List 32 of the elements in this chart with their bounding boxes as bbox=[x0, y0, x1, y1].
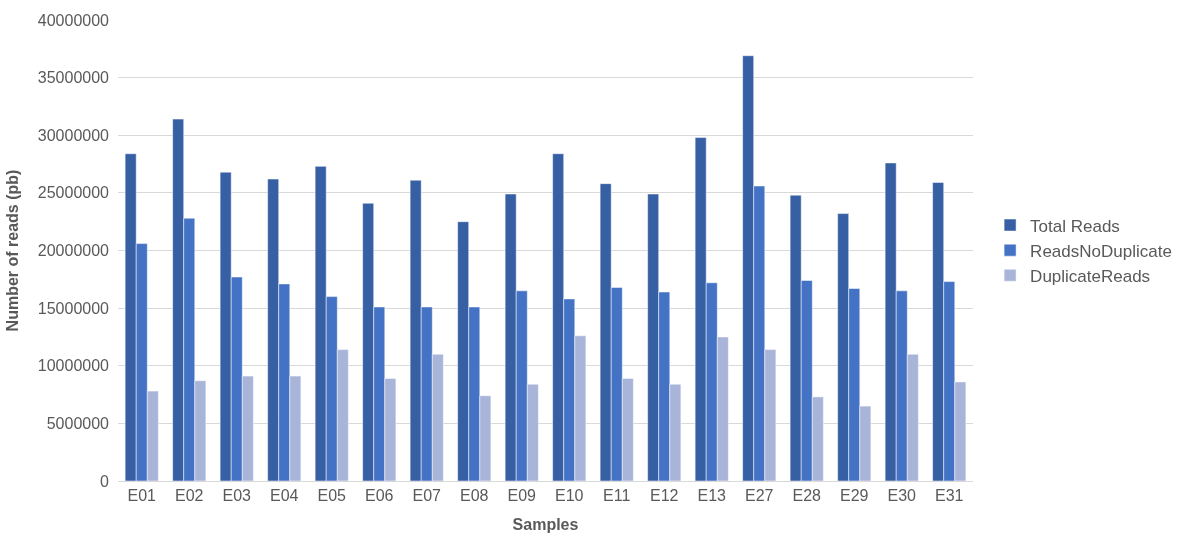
y-tick-label: 20000000 bbox=[37, 242, 110, 260]
y-tick-label: 15000000 bbox=[37, 299, 110, 317]
x-tick-label: E02 bbox=[175, 487, 204, 505]
y-tick-label: 25000000 bbox=[37, 184, 110, 202]
x-tick-label: E01 bbox=[127, 487, 157, 505]
x-tick-label: E12 bbox=[650, 487, 679, 505]
legend-label: Total Reads bbox=[1030, 216, 1120, 236]
x-tick-label: E13 bbox=[697, 487, 727, 505]
x-tick-label: E04 bbox=[270, 487, 299, 505]
x-tick-label: E05 bbox=[317, 487, 347, 505]
legend-label: ReadsNoDuplicate bbox=[1030, 241, 1172, 261]
x-tick-label: E30 bbox=[887, 487, 917, 505]
y-tick-label: 30000000 bbox=[37, 126, 110, 144]
y-tick-label: 10000000 bbox=[37, 357, 110, 375]
y-tick-label: 5000000 bbox=[46, 414, 110, 432]
x-tick-label: E31 bbox=[935, 487, 964, 505]
legend-label: DuplicateReads bbox=[1030, 266, 1151, 286]
x-tick-label: E29 bbox=[840, 487, 869, 505]
y-axis-title: Number of reads (pb) bbox=[3, 169, 21, 332]
x-tick-label: E03 bbox=[222, 487, 252, 505]
x-tick-label: E11 bbox=[603, 487, 631, 505]
y-tick-label: 0 bbox=[100, 472, 110, 490]
x-tick-label: E07 bbox=[412, 487, 442, 505]
y-tick-label: 40000000 bbox=[37, 11, 110, 29]
x-tick-label: E06 bbox=[365, 487, 394, 505]
x-tick-label: E27 bbox=[745, 487, 774, 505]
y-tick-label: 35000000 bbox=[37, 69, 110, 87]
x-tick-label: E08 bbox=[460, 487, 489, 505]
x-tick-label: E10 bbox=[555, 487, 584, 505]
x-tick-label: E09 bbox=[507, 487, 537, 505]
x-tick-label: E28 bbox=[792, 487, 822, 505]
x-axis-title: Samples bbox=[512, 515, 579, 533]
